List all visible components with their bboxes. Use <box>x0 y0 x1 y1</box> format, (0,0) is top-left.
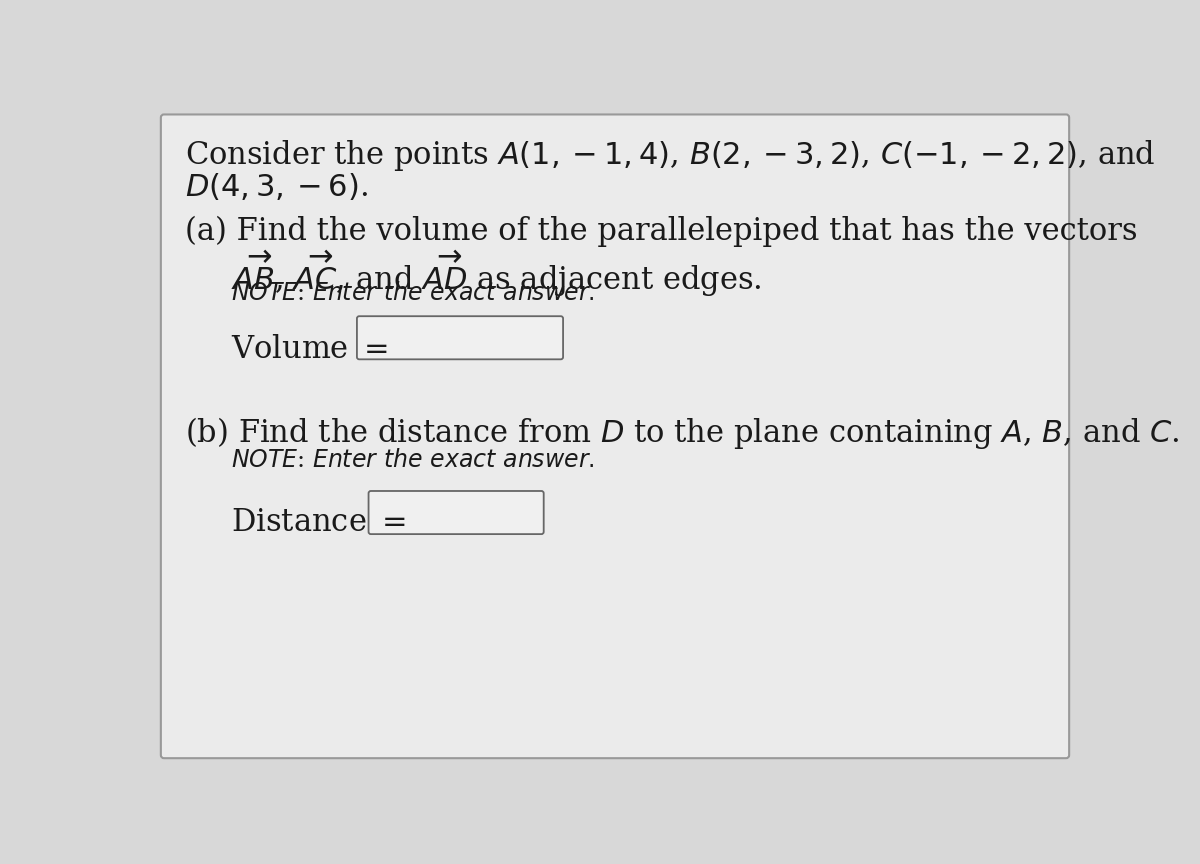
Text: Volume $=$: Volume $=$ <box>232 334 389 365</box>
FancyBboxPatch shape <box>161 114 1069 759</box>
FancyBboxPatch shape <box>368 491 544 534</box>
Text: Consider the points $A(1, -1, 4)$, $B(2, -3, 2)$, $C(-1, -2, 2)$, and: Consider the points $A(1, -1, 4)$, $B(2,… <box>185 137 1156 173</box>
Text: Distance $=$: Distance $=$ <box>232 507 407 538</box>
Text: $D(4, 3, -6)$.: $D(4, 3, -6)$. <box>185 172 368 203</box>
Text: (b) Find the distance from $D$ to the plane containing $A$, $B$, and $C$.: (b) Find the distance from $D$ to the pl… <box>185 415 1180 451</box>
Text: $\mathit{NOTE}$: $\mathit{Enter\ the\ exact\ answer.}$: $\mathit{NOTE}$: $\mathit{Enter\ the\ ex… <box>232 449 595 473</box>
Text: $\overrightarrow{AB}$, $\overrightarrow{AC}$, and $\overrightarrow{AD}$ as adjac: $\overrightarrow{AB}$, $\overrightarrow{… <box>232 249 762 299</box>
Text: $\mathit{NOTE}$: $\mathit{Enter\ the\ exact\ answer.}$: $\mathit{NOTE}$: $\mathit{Enter\ the\ ex… <box>232 283 595 305</box>
Text: (a) Find the volume of the parallelepiped that has the vectors: (a) Find the volume of the parallelepipe… <box>185 216 1138 247</box>
FancyBboxPatch shape <box>356 316 563 359</box>
